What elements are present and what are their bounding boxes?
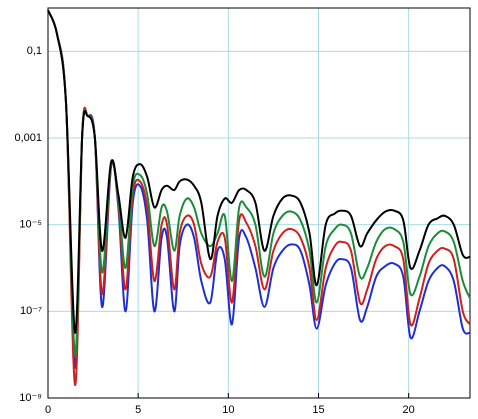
x-tick-label: 20 <box>403 404 415 416</box>
series-line <box>47 9 471 369</box>
series-line <box>47 9 471 356</box>
y-tick-label: 10⁻⁷ <box>20 305 42 317</box>
y-tick-label: 0,001 <box>14 132 42 144</box>
y-tick-label: 0,1 <box>27 45 42 57</box>
series-line <box>47 9 471 386</box>
plot-area <box>48 8 470 398</box>
x-tick-label: 0 <box>45 404 51 416</box>
series-line <box>47 9 471 334</box>
y-tick-label: 10⁻⁹ <box>19 392 42 404</box>
x-tick-label: 5 <box>135 404 141 416</box>
plot-frame <box>47 7 471 399</box>
x-tick-label: 15 <box>312 404 324 416</box>
x-tick-label: 10 <box>222 404 234 416</box>
y-tick-label: 10⁻⁵ <box>19 219 42 231</box>
